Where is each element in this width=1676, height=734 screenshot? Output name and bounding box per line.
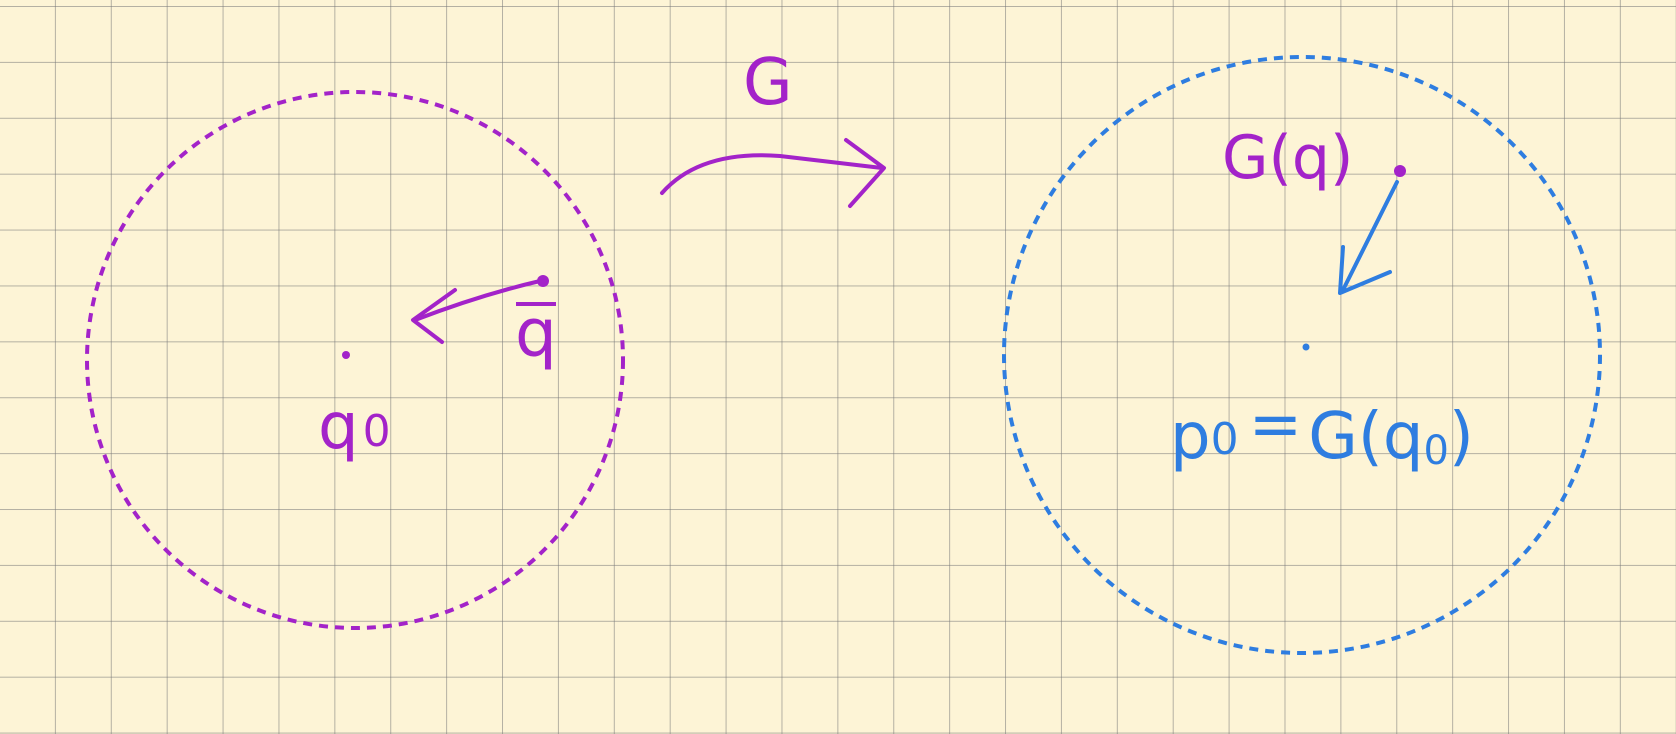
domain-center-label: q0 — [318, 390, 391, 464]
domain-moving-point-label: q — [515, 295, 557, 372]
codomain-neighborhood-circle — [1002, 55, 1602, 655]
domain-arrow — [413, 279, 542, 322]
image-point-label: G(q) — [1222, 123, 1353, 193]
map-arrow — [660, 153, 884, 195]
codomain-arrow-head — [1338, 245, 1392, 295]
map-label: G — [743, 46, 793, 120]
domain-center-point — [342, 351, 350, 359]
codomain-arrow — [1340, 180, 1399, 294]
codomain-center-point — [1302, 343, 1310, 351]
codomain-center-label: p0 =G(q0) — [1170, 388, 1474, 474]
domain-arrow-head — [411, 288, 457, 344]
domain-moving-point — [537, 275, 549, 287]
domain-neighborhood-circle — [85, 90, 625, 630]
codomain-image-point — [1394, 165, 1406, 177]
map-arrow-head — [844, 138, 886, 208]
